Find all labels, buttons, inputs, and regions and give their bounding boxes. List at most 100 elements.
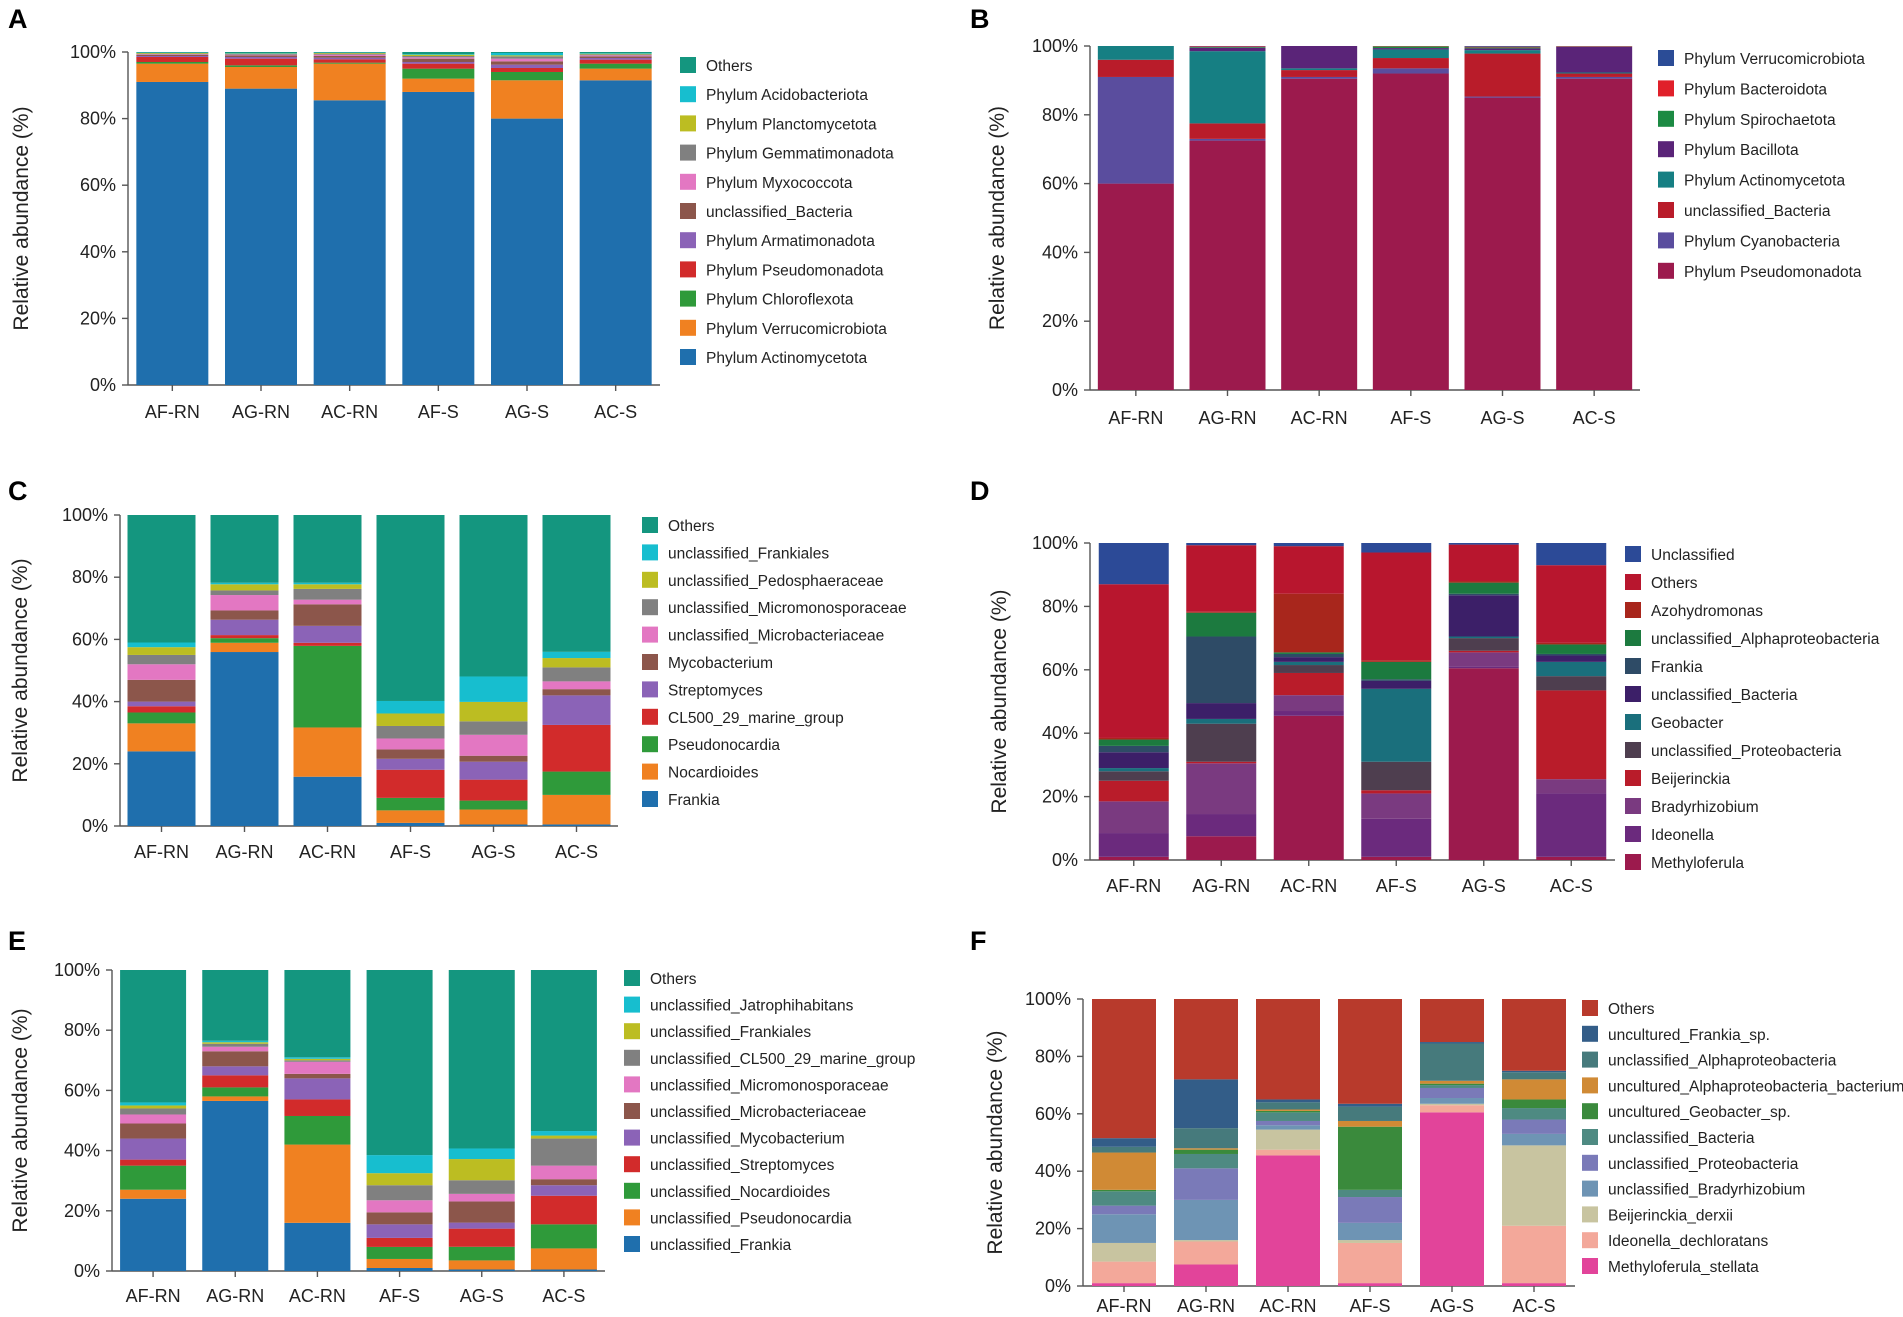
panel-e-x-tick-label: AC-RN <box>289 1286 346 1306</box>
panel-a-bar-segment <box>491 58 563 62</box>
panel-a-legend-swatch <box>680 349 696 365</box>
panel-f-y-axis-label: Relative abundance (%) <box>984 1030 1007 1254</box>
panel-d-y-tick-label: 20% <box>1042 787 1078 807</box>
panel-e-legend-label: unclassified_Micromonosporaceae <box>650 1077 889 1094</box>
panel-b-legend-entry: Phylum Cyanobacteria <box>1658 232 1840 250</box>
panel-f-legend-entry: Ideonella_dechloratans <box>1582 1232 1769 1250</box>
panel-e-legend-entry: unclassified_Mycobacterium <box>624 1129 845 1148</box>
panel-e-x-tick-label: AF-S <box>379 1286 420 1306</box>
panel-f-bar-segment <box>1420 1103 1484 1106</box>
panel-c-legend-swatch <box>642 736 658 753</box>
panel-c-bar-segment <box>376 749 445 759</box>
panel-c-bar-segment <box>542 658 611 668</box>
panel-c-bar-segment <box>376 810 445 823</box>
panel-d-x-tick-label: AG-S <box>1462 876 1506 896</box>
panel-b-bar-segment <box>1281 78 1358 391</box>
panel-d-bar-segment <box>1448 650 1519 653</box>
panel-a-bar-segment <box>402 58 475 62</box>
panel-c-bar-segment <box>376 769 445 798</box>
panel-c-legend-label: CL500_29_marine_group <box>668 710 844 727</box>
panel-b-legend-label: Phylum Actinomycetota <box>1684 173 1845 190</box>
panel-a-legend-label: Phylum Pseudomonadota <box>706 262 884 279</box>
panel-d-legend-entry: Beijerinckia <box>1625 770 1731 788</box>
panel-a-bar-segment <box>402 61 475 64</box>
panel-f-bar-segment <box>1174 999 1238 1080</box>
panel-c-bar-segment <box>210 590 279 596</box>
panel-b-bar-segment <box>1464 50 1541 54</box>
panel-a-legend-entry: Phylum Planctomycetota <box>680 115 877 133</box>
panel-a-legend-entry: Phylum Chloroflexota <box>680 290 854 309</box>
panel-c-legend-swatch <box>642 626 658 643</box>
panel-f-bar-segment <box>1338 1240 1402 1243</box>
panel-e-bar-segment <box>366 1155 433 1174</box>
panel-e-bar-segment <box>366 1173 433 1186</box>
panel-a-bar-segment <box>313 59 386 63</box>
panel-d-legend-label: Geobacter <box>1651 715 1723 732</box>
panel-a-y-tick-label: 100% <box>70 42 116 62</box>
panel-d-legend-label: Beijerinckia <box>1651 771 1731 788</box>
panel-f-bar-segment <box>1420 1080 1484 1084</box>
panel-d-legend-label: Ideonella <box>1651 827 1714 844</box>
panel-f-bar-segment <box>1502 1099 1566 1109</box>
panel-e-legend-label: unclassified_Pseudonocardia <box>650 1210 852 1227</box>
panel-f-legend-swatch <box>1582 1129 1598 1145</box>
panel-c-y-tick-label: 100% <box>62 505 108 525</box>
panel-a-legend-entry: Phylum Actinomycetota <box>680 349 867 367</box>
panel-b-y-tick-label: 40% <box>1042 242 1078 262</box>
panel-c-bar-segment <box>542 667 611 682</box>
panel-e-legend-swatch <box>624 1209 640 1226</box>
panel-d-legend-entry: Azohydromonas <box>1625 602 1763 620</box>
panel-d-y-tick-label: 100% <box>1032 533 1078 553</box>
panel-c-legend-swatch <box>642 571 658 588</box>
panel-f-bar-segment <box>1338 1189 1402 1198</box>
panel-c-bar-segment <box>293 604 362 626</box>
panel-d-bar-segment <box>1361 543 1432 553</box>
panel-a-bar-segment <box>313 52 386 54</box>
panel-d-bar-segment <box>1098 752 1169 769</box>
panel-c-y-tick-label: 20% <box>72 754 108 774</box>
panel-d-bar-segment <box>1536 779 1607 794</box>
panel-d-bar-segment <box>1536 543 1607 566</box>
panel-e-bar-segment <box>120 1165 187 1190</box>
panel-e-bar-segment <box>366 1185 433 1201</box>
panel-c-legend-entry: Streptomyces <box>642 681 763 699</box>
panel-c-legend-swatch <box>642 544 658 561</box>
panel-e-bar-segment <box>448 1159 515 1181</box>
panel-d-legend-entry: unclassified_Alphaproteobacteria <box>1625 630 1880 648</box>
panel-b-bar-segment <box>1189 123 1266 139</box>
panel-c-x-tick-label: AF-S <box>390 842 431 862</box>
panel-c-bar-segment <box>293 776 362 826</box>
panel-f-legend-label: Beijerinckia_derxii <box>1608 1207 1733 1224</box>
panel-d-bar-segment <box>1273 665 1344 673</box>
panel-c-bar-segment <box>210 619 279 636</box>
panel-b-legend-swatch <box>1658 50 1674 66</box>
panel-d-legend-entry: Unclassified <box>1625 546 1735 564</box>
panel-f-bar-segment <box>1338 1103 1402 1107</box>
panel-b-bar-segment <box>1464 96 1541 98</box>
panel-c-legend-label: unclassified_Microbacteriaceae <box>668 628 884 645</box>
panel-d-bar-segment <box>1273 711 1344 716</box>
panel-c-bar-segment <box>459 676 528 702</box>
panel-b-bar-segment <box>1556 76 1633 79</box>
panel-f-bar-segment <box>1502 1079 1566 1100</box>
panel-f-x-tick-label: AF-RN <box>1097 1296 1152 1316</box>
panel-a-y-axis-label: Relative abundance (%) <box>10 106 33 330</box>
panel-d-x-tick-label: AF-RN <box>1106 876 1161 896</box>
panel-e-bar-segment <box>120 1108 187 1115</box>
panel-e-bar-segment <box>120 1123 187 1139</box>
panel-b-x-tick-label: AC-RN <box>1291 408 1348 428</box>
panel-f-legend-swatch <box>1582 1180 1598 1197</box>
panel-e-x-tick-label: AG-S <box>460 1286 504 1306</box>
panel-d-bar-segment <box>1361 761 1432 791</box>
panel-a: A Relative abundance (%) 0% 20% 40% 60% 80% 100… <box>8 4 894 422</box>
panel-f-legend-entry: uncultured_Alphaproteobacteria_bacterium <box>1582 1077 1903 1095</box>
panel-b-bar-segment <box>1281 68 1358 71</box>
panel-c-bar-segment <box>293 642 362 646</box>
panel-c-bar-segment <box>293 727 362 777</box>
panel-f-bar-segment <box>1420 999 1484 1043</box>
panel-e-bar-segment <box>202 1087 269 1097</box>
panel-f-legend-entry: unclassified_Alphaproteobacteria <box>1582 1051 1837 1070</box>
panel-f-bar-segment <box>1174 1149 1238 1154</box>
panel-c-y-tick-label: 80% <box>72 567 108 587</box>
panel-f-legend-entry: Methyloferula_stellata <box>1582 1258 1759 1276</box>
